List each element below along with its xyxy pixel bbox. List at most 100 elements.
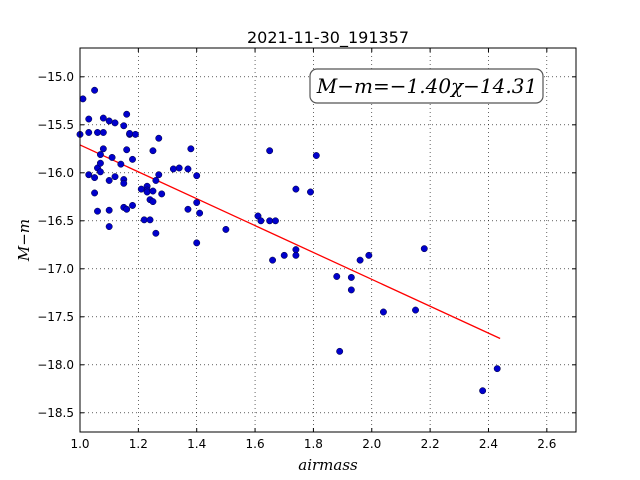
data-point — [94, 207, 101, 215]
data-point — [111, 173, 119, 181]
fit-line-group — [79, 144, 501, 340]
data-point — [120, 122, 128, 130]
data-point — [123, 205, 131, 213]
data-point — [479, 387, 487, 395]
y-tick-label: −18.5 — [37, 406, 74, 420]
fit-equation-box: M−m=−1.40χ−14.31 — [309, 68, 544, 104]
data-point — [493, 365, 501, 373]
data-point — [91, 174, 99, 182]
x-tick-label: 1.0 — [70, 437, 89, 451]
data-point — [79, 95, 87, 103]
data-point — [266, 147, 274, 155]
data-point — [96, 159, 104, 167]
data-point — [187, 145, 195, 153]
y-tick-label: −16.0 — [37, 166, 74, 180]
y-tick-label: −17.5 — [37, 310, 74, 324]
data-point — [158, 190, 166, 198]
data-point — [365, 251, 373, 259]
data-point — [356, 256, 364, 264]
data-point — [152, 177, 160, 184]
equation-box-frame — [309, 68, 544, 104]
data-point — [379, 308, 387, 316]
data-point — [184, 205, 192, 213]
data-point — [120, 179, 128, 187]
data-point — [347, 286, 355, 294]
data-point — [123, 110, 131, 118]
data-point — [111, 119, 119, 127]
x-tick-label: 1.2 — [129, 437, 148, 451]
data-point — [412, 306, 419, 314]
data-point — [131, 130, 139, 138]
data-point — [99, 129, 107, 136]
data-point — [155, 134, 163, 142]
data-point — [149, 198, 157, 206]
data-point — [108, 153, 116, 161]
plot-frame — [79, 47, 577, 433]
data-point — [307, 188, 314, 196]
data-point — [193, 239, 201, 247]
x-tick-labels: 1.0 1.2 1.4 1.6 1.8 2.0 2.2 2.4 2.6 — [70, 437, 556, 451]
data-point — [129, 155, 136, 163]
data-point — [347, 273, 355, 281]
data-point — [117, 160, 125, 168]
data-point — [105, 117, 113, 125]
data-point — [143, 188, 151, 196]
y-tick-label: −15.5 — [37, 118, 74, 132]
data-point — [94, 129, 101, 136]
x-tick-label: 2.0 — [362, 437, 381, 451]
data-point — [266, 217, 274, 225]
data-point — [312, 152, 320, 159]
data-point — [175, 164, 183, 172]
data-point — [85, 171, 93, 179]
data-point — [105, 223, 113, 231]
data-point — [85, 129, 93, 136]
data-point — [91, 86, 99, 94]
chart-title: 2021-11-30_191357 — [247, 28, 409, 48]
fit-equation-text: M−m=−1.40χ−14.31 — [316, 74, 537, 98]
data-point — [129, 201, 136, 209]
y-tick-label: −15.0 — [37, 70, 74, 84]
x-axis-label: airmass — [298, 456, 358, 474]
data-point — [155, 171, 163, 179]
data-point — [126, 129, 134, 137]
x-tick-label: 2.2 — [421, 437, 440, 451]
data-point — [137, 185, 145, 193]
data-point — [222, 225, 230, 233]
y-tick-labels: −15.0 −15.5 −16.0 −16.5 −17.0 −17.5 −18.0 −18.5 — [37, 70, 74, 420]
data-point — [292, 185, 300, 193]
data-point — [292, 251, 300, 259]
y-tick-label: −17.0 — [37, 262, 74, 276]
data-point — [336, 347, 344, 355]
data-point — [193, 172, 201, 180]
data-point — [269, 256, 277, 264]
data-point — [152, 229, 160, 237]
data-point — [99, 145, 107, 153]
data-point — [333, 273, 341, 280]
data-point — [146, 216, 154, 224]
data-point — [420, 245, 428, 253]
data-point — [184, 165, 192, 173]
data-point — [272, 217, 279, 225]
data-point — [149, 147, 157, 155]
x-tick-label: 1.4 — [187, 437, 206, 451]
y-tick-label: −16.5 — [37, 214, 74, 228]
y-axis-label: M−m — [15, 219, 33, 262]
data-point — [91, 189, 99, 197]
data-point — [96, 168, 104, 176]
data-point — [257, 217, 265, 225]
data-point — [99, 114, 107, 122]
y-tick-label: −18.0 — [37, 358, 74, 372]
data-point — [140, 216, 148, 224]
x-tick-label: 2.4 — [479, 437, 498, 451]
data-point — [105, 206, 113, 214]
data-points — [76, 86, 501, 395]
x-tick-label: 1.8 — [304, 437, 323, 451]
x-tick-label: 2.6 — [537, 437, 556, 451]
data-point — [292, 246, 300, 254]
fit-line — [79, 144, 501, 340]
x-tick-label: 1.6 — [246, 437, 265, 451]
data-point — [105, 177, 113, 184]
data-point — [85, 115, 93, 123]
data-point — [280, 251, 288, 259]
data-point — [193, 199, 201, 207]
